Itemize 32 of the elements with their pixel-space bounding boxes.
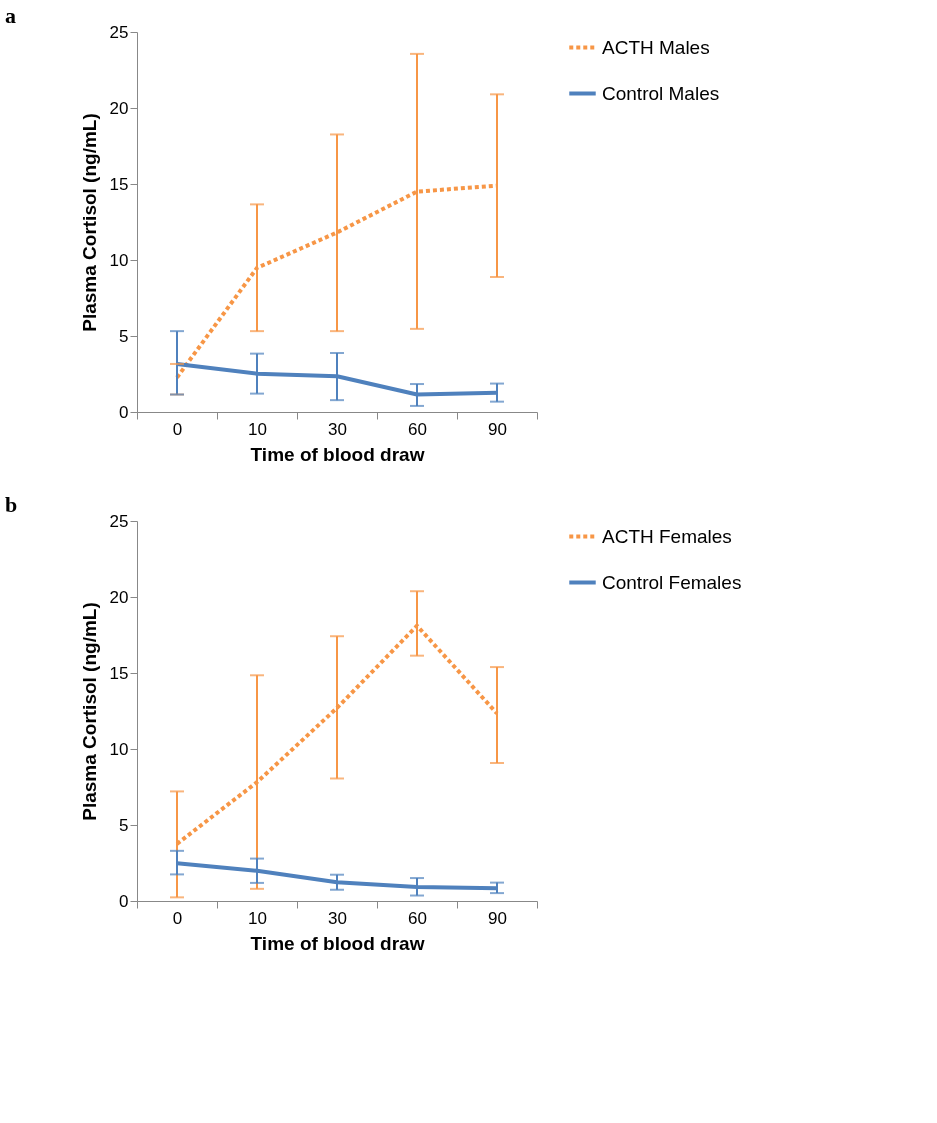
legend-label: Control Females bbox=[602, 571, 742, 593]
y-tick-label: 15 bbox=[109, 174, 129, 194]
x-tick-label: 10 bbox=[248, 419, 267, 439]
y-axis-title: Plasma Cortisol (ng/mL) bbox=[78, 113, 100, 332]
y-tick-label: 25 bbox=[109, 22, 129, 42]
x-tick-label: 10 bbox=[248, 908, 267, 928]
x-tick-label: 60 bbox=[408, 419, 427, 439]
y-tick-label: 10 bbox=[109, 739, 129, 759]
x-tick-label: 30 bbox=[328, 908, 347, 928]
y-axis-title: Plasma Cortisol (ng/mL) bbox=[78, 602, 100, 821]
y-tick-label: 5 bbox=[119, 815, 129, 835]
legend-label: ACTH Males bbox=[602, 36, 710, 58]
x-tick-label: 30 bbox=[328, 419, 347, 439]
legend-label: Control Males bbox=[602, 82, 720, 104]
text: a bbox=[5, 3, 17, 28]
x-tick-label: 90 bbox=[488, 419, 507, 439]
y-tick-label: 10 bbox=[109, 250, 129, 270]
x-axis-title: Time of blood draw bbox=[250, 443, 425, 465]
y-tick-label: 0 bbox=[119, 402, 129, 422]
x-tick-label: 60 bbox=[408, 908, 427, 928]
x-tick-label: 90 bbox=[488, 908, 507, 928]
text: b bbox=[5, 492, 18, 517]
y-tick-label: 25 bbox=[109, 511, 129, 531]
legend-label: ACTH Females bbox=[602, 525, 732, 547]
y-tick-label: 5 bbox=[119, 326, 129, 346]
x-tick-label: 0 bbox=[172, 419, 183, 439]
y-tick-label: 20 bbox=[109, 98, 129, 118]
y-tick-label: 15 bbox=[109, 663, 129, 683]
x-axis-title: Time of blood draw bbox=[250, 932, 425, 954]
x-tick-label: 0 bbox=[172, 908, 183, 928]
y-tick-label: 0 bbox=[119, 891, 129, 911]
y-tick-label: 20 bbox=[109, 587, 129, 607]
